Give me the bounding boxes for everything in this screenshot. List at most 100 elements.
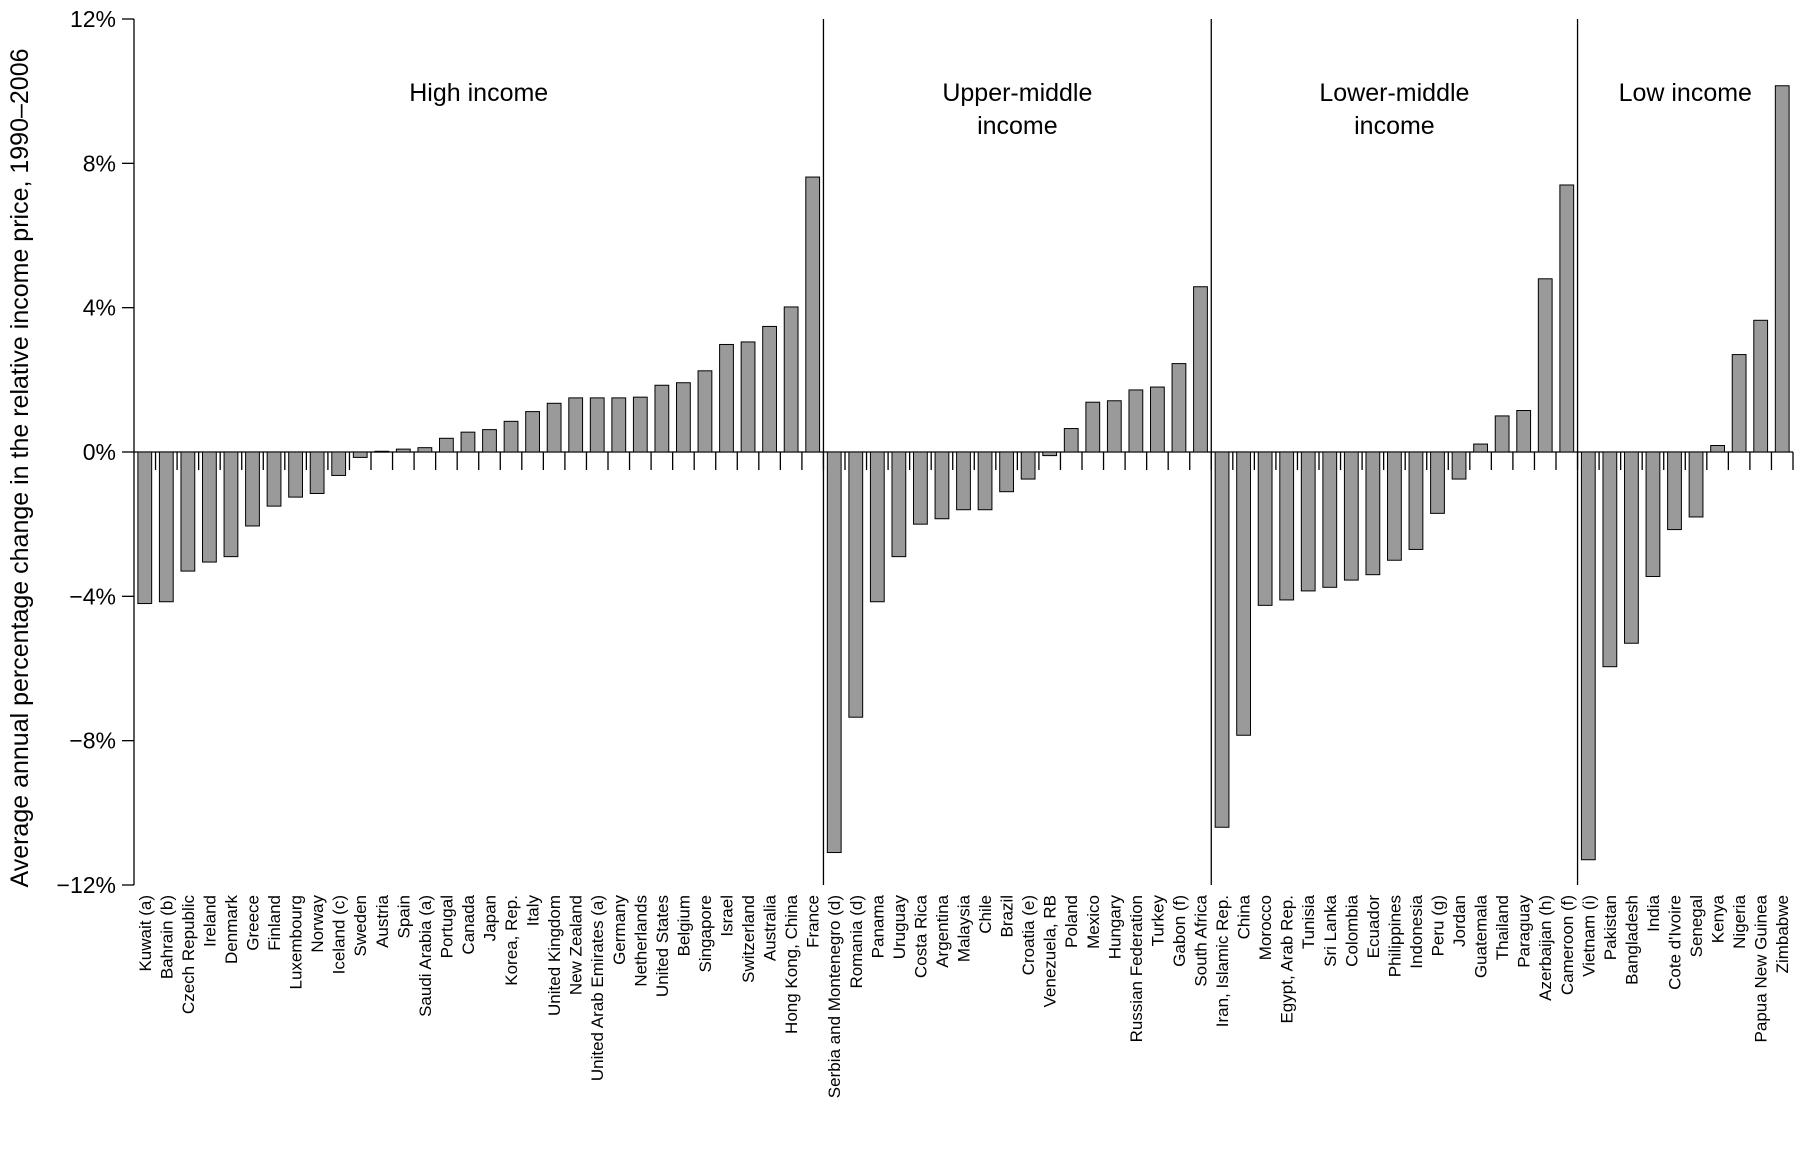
category-label: Malaysia [955,894,974,962]
category-label: Azerbaijan (h) [1536,895,1555,1001]
category-label: Paraguay [1515,895,1534,968]
bar [1171,363,1187,453]
bar [1193,286,1208,453]
bar [1408,451,1424,550]
bar [783,306,799,453]
y-tick-label: 0% [83,439,116,465]
group-label-line: income [1354,112,1435,140]
category-label: Iran, Islamic Rep. [1213,895,1232,1027]
category-label: Croatia (e) [1019,895,1038,975]
bar [180,451,196,572]
bar [826,451,842,854]
bar [1537,278,1553,453]
bar [805,176,821,453]
category-label: Vietnam (i) [1579,895,1598,977]
category-label: Switzerland [739,895,758,983]
category-label: Russian Federation [1127,895,1146,1042]
bar [1774,85,1790,453]
category-label: South Africa [1192,894,1211,986]
category-label: Germany [610,895,629,965]
bar [158,451,174,603]
bar [417,447,433,453]
category-label: Norway [308,895,327,953]
bar [1387,451,1402,561]
category-label: Denmark [222,895,241,964]
y-tick-label: 8% [83,150,116,176]
category-label: Italy [524,895,543,927]
bar [977,451,993,511]
category-label: Bahrain (b) [157,895,176,979]
category-label: Indonesia [1407,894,1426,968]
bar [374,450,390,453]
category-label: Cote d'Ivoire [1666,895,1685,990]
bar [1128,389,1144,453]
bar [525,411,540,453]
category-label: Chile [976,895,995,934]
bar [331,451,347,476]
category-label: Sri Lanka [1321,894,1340,966]
category-label: Australia [761,894,780,961]
category-label: Thailand [1493,895,1512,960]
category-label: Romania (d) [847,895,866,989]
category-label: Gabon (f) [1170,895,1189,967]
bar [1731,354,1747,453]
group-label-line: Low income [1619,79,1752,107]
category-label: United States [653,895,672,997]
bar [1559,184,1575,453]
bar [1430,451,1445,514]
category-label: Brazil [998,895,1017,938]
bar [137,451,153,605]
category-label: Spain [394,895,413,938]
bar [1106,400,1122,453]
bar [309,451,325,494]
bar [1085,401,1101,453]
bar [848,451,864,718]
bar [913,451,928,525]
bar [934,451,950,520]
category-label: Israel [718,895,737,937]
bar [460,431,476,453]
bar [1473,443,1488,453]
bar [589,397,605,453]
category-label: Canada [459,894,478,954]
bar [956,451,971,511]
category-label: Hungary [1105,895,1124,960]
category-label: Singapore [696,895,715,973]
category-label: Cameroon (f) [1558,895,1577,995]
bar [546,402,562,453]
bar [697,370,713,453]
bar [654,384,670,453]
bars [137,85,1790,861]
bar [676,382,691,453]
category-label: India [1644,894,1663,931]
group-label-line: income [977,112,1058,140]
category-label: Portugal [437,895,456,958]
bar [202,451,217,563]
category-label: Guatemala [1472,894,1491,978]
bar [266,451,282,507]
bar [1236,451,1251,736]
category-label: Greece [244,895,263,951]
group-label: Upper-middle income [942,79,1092,140]
category-label: Czech Republic [179,895,198,1015]
group-label: Low income [1619,79,1752,107]
bar [632,396,648,453]
group-label-line: High income [409,79,548,107]
category-label: Ireland [200,895,219,947]
labels: Kuwait (a) Bahrain (b) Czech Republic Irela… [136,79,1792,1098]
bar [352,451,368,458]
category-label: Nigeria [1730,894,1749,948]
bar [288,451,303,498]
bar [1645,451,1661,577]
category-label: Netherlands [631,895,650,987]
bar [1257,451,1273,606]
bar [223,451,239,558]
bar [1063,428,1079,453]
group-label: Lower-middle income [1319,79,1469,140]
category-label: Zimbabwe [1773,895,1792,973]
bar [568,397,584,453]
category-label: Finland [265,895,284,951]
bar [1042,451,1058,457]
category-label: Serbia and Montenegro (d) [825,895,844,1098]
category-label: Pakistan [1601,895,1620,960]
